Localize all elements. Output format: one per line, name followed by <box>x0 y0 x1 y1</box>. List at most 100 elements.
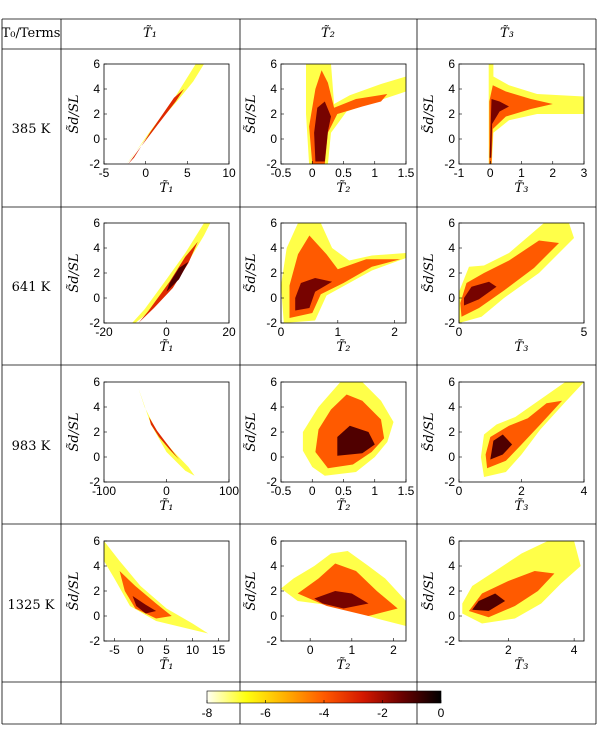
density-blob <box>309 70 388 164</box>
y-tick-label: 2 <box>270 107 277 121</box>
y-tick-label: 4 <box>93 241 100 255</box>
y-tick-label: 4 <box>448 559 455 573</box>
y-tick-label: 4 <box>270 82 277 96</box>
x-axis-label: T̃₂ <box>337 339 351 355</box>
y-tick-label: 6 <box>93 57 100 71</box>
row-labels: 385 K 641 K 983 K 1325 K <box>8 122 55 613</box>
panel-density <box>306 64 406 164</box>
x-tick-label: 5 <box>163 643 170 657</box>
density-blob <box>489 99 509 158</box>
x-tick-label: 2 <box>391 325 398 339</box>
density-blob <box>132 596 157 614</box>
y-tick-label: 6 <box>448 534 455 548</box>
y-axis-label: S̃d/SL <box>421 412 437 451</box>
colorbar-tick-label: 0 <box>438 706 445 720</box>
density-blob <box>119 571 172 619</box>
y-tick-label: 6 <box>93 375 100 389</box>
y-axis-label: S̃d/SL <box>66 571 82 610</box>
y-tick-label: 0 <box>270 450 277 464</box>
x-tick-label: 0 <box>137 643 144 657</box>
x-tick-label: 3 <box>581 166 588 180</box>
y-tick-label: 0 <box>93 450 100 464</box>
panel-r1-c3: -2 0 2 4 6 -1 0 1 2 3 T̃₃ S̃d/SL <box>421 57 588 196</box>
colorbar-tick-label: -8 <box>202 706 213 720</box>
panel-density <box>462 541 581 624</box>
y-tick-label: 4 <box>448 82 455 96</box>
y-tick-label: 2 <box>93 425 100 439</box>
y-tick-label: 4 <box>448 241 455 255</box>
y-tick-label: 0 <box>270 291 277 305</box>
x-tick-label: -100 <box>92 484 116 498</box>
y-tick-label: 2 <box>93 584 100 598</box>
corner-header: T₀/Terms <box>2 26 61 41</box>
x-tick-label: 0 <box>163 484 170 498</box>
density-blob <box>314 591 369 609</box>
density-blob <box>132 223 211 323</box>
panel-r4-c1: -2 0 2 4 6 -5 0 5 10 15 T̃₁ S̃d/SL <box>66 534 230 673</box>
x-axis-label: T̃₂ <box>337 657 351 673</box>
x-tick-label: 5 <box>184 166 191 180</box>
y-tick-label: 6 <box>448 375 455 389</box>
y-tick-label: 4 <box>448 400 455 414</box>
panel-r3-c2: -2 0 2 4 6 -0.5 0 0.5 1 1.5 T̃₂ S̃d/SL <box>243 375 415 514</box>
x-tick-label: 2 <box>390 643 397 657</box>
x-tick-label: 0 <box>309 484 316 498</box>
x-tick-label: 0 <box>307 643 314 657</box>
x-tick-label: 0 <box>487 166 494 180</box>
y-tick-label: 6 <box>448 216 455 230</box>
y-tick-label: 4 <box>93 400 100 414</box>
x-tick-label: -5 <box>99 166 110 180</box>
x-tick-label: -1 <box>454 166 465 180</box>
x-tick-label: 0 <box>456 325 463 339</box>
density-blob <box>485 400 563 469</box>
panel-density <box>488 64 584 164</box>
x-tick-label: 1 <box>334 325 341 339</box>
axes-frame <box>103 222 230 324</box>
y-tick-label: -2 <box>266 475 277 489</box>
header-col-2: T̃₂ <box>321 25 335 41</box>
row-label-2: 641 K <box>12 280 51 295</box>
x-tick-label: 1 <box>371 484 378 498</box>
y-tick-label: 2 <box>270 584 277 598</box>
y-tick-label: 2 <box>448 266 455 280</box>
density-blob <box>314 101 331 162</box>
y-tick-label: 4 <box>270 400 277 414</box>
y-axis-label: S̃d/SL <box>243 412 259 451</box>
x-axis-label: T̃₂ <box>337 180 351 196</box>
x-axis-label: T̃₁ <box>160 657 174 673</box>
y-axis-label: S̃d/SL <box>421 253 437 292</box>
x-axis-label: T̃₃ <box>515 657 529 673</box>
y-axis-label: S̃d/SL <box>243 571 259 610</box>
density-blob <box>464 281 497 306</box>
panel-r1-c2: -2 0 2 4 6 -0.5 0 0.5 1 1.5 T̃₂ S̃d/SL <box>243 57 415 196</box>
x-tick-label: 4 <box>581 484 588 498</box>
density-blob <box>488 64 584 164</box>
y-tick-label: 0 <box>270 132 277 146</box>
y-tick-label: 6 <box>270 375 277 389</box>
density-blob <box>472 593 506 611</box>
x-axis-label: T̃₃ <box>515 180 529 196</box>
axes-frame <box>103 63 230 165</box>
y-tick-label: 2 <box>448 107 455 121</box>
y-tick-label: -2 <box>444 157 455 171</box>
panel-r1-c1: -2 0 2 4 6 -5 0 5 10 T̃₁ S̃d/SL <box>66 57 236 196</box>
y-tick-label: -2 <box>89 157 100 171</box>
y-tick-label: 2 <box>270 425 277 439</box>
x-tick-label: 0 <box>163 325 170 339</box>
y-tick-label: 0 <box>93 291 100 305</box>
y-tick-label: 4 <box>270 241 277 255</box>
panel-density <box>281 223 406 323</box>
x-tick-label: 1.5 <box>398 484 415 498</box>
y-tick-label: 0 <box>270 609 277 623</box>
y-tick-label: 6 <box>93 216 100 230</box>
y-axis-label: S̃d/SL <box>421 571 437 610</box>
y-tick-label: 0 <box>448 450 455 464</box>
density-blob <box>460 240 559 317</box>
panel-density <box>480 382 584 477</box>
x-tick-label: 1 <box>348 643 355 657</box>
y-tick-label: -2 <box>89 634 100 648</box>
x-tick-label: 0 <box>278 325 285 339</box>
y-tick-label: 4 <box>93 559 100 573</box>
density-blob <box>337 425 375 456</box>
